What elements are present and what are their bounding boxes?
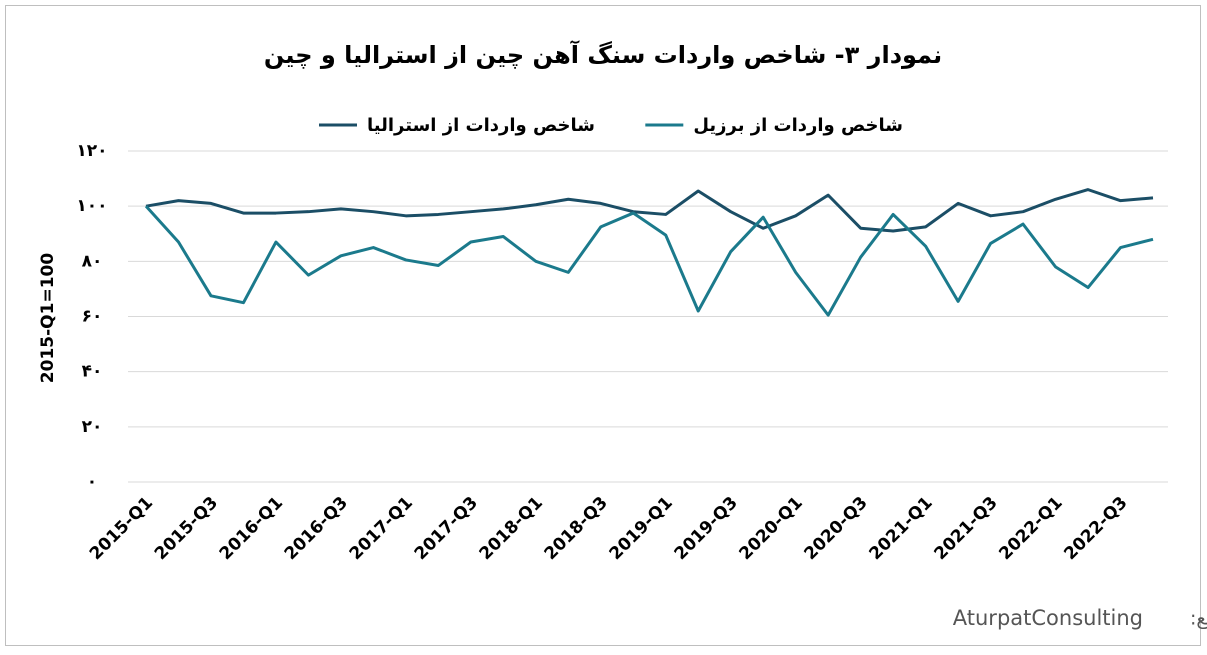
source: AturpatConsulting — [953, 606, 1143, 630]
source-label: منبع: — [1190, 608, 1207, 630]
line-series — [144, 205, 1154, 317]
y-tick-label: ۰ — [87, 472, 97, 492]
y-tick-label: ۲۰ — [82, 417, 103, 437]
chart-title: نمودار ۳- شاخص واردات سنگ آهن چین از است… — [264, 40, 942, 69]
legend-label: شاخص واردات از برزیل — [693, 115, 903, 136]
frame — [5, 5, 1201, 646]
line-series — [145, 188, 1154, 233]
y-tick-label: ۶۰ — [82, 307, 103, 327]
y-axis-title: 2015-Q1=100 — [38, 253, 58, 384]
y-tick-label: ۴۰ — [82, 362, 103, 382]
y-tick-label: ۱۰۰ — [76, 196, 107, 216]
y-tick-label: ۸۰ — [82, 251, 103, 271]
legend-label: شاخص واردات از استرالیا — [367, 115, 595, 136]
y-tick-label: ۱۲۰ — [76, 141, 107, 161]
